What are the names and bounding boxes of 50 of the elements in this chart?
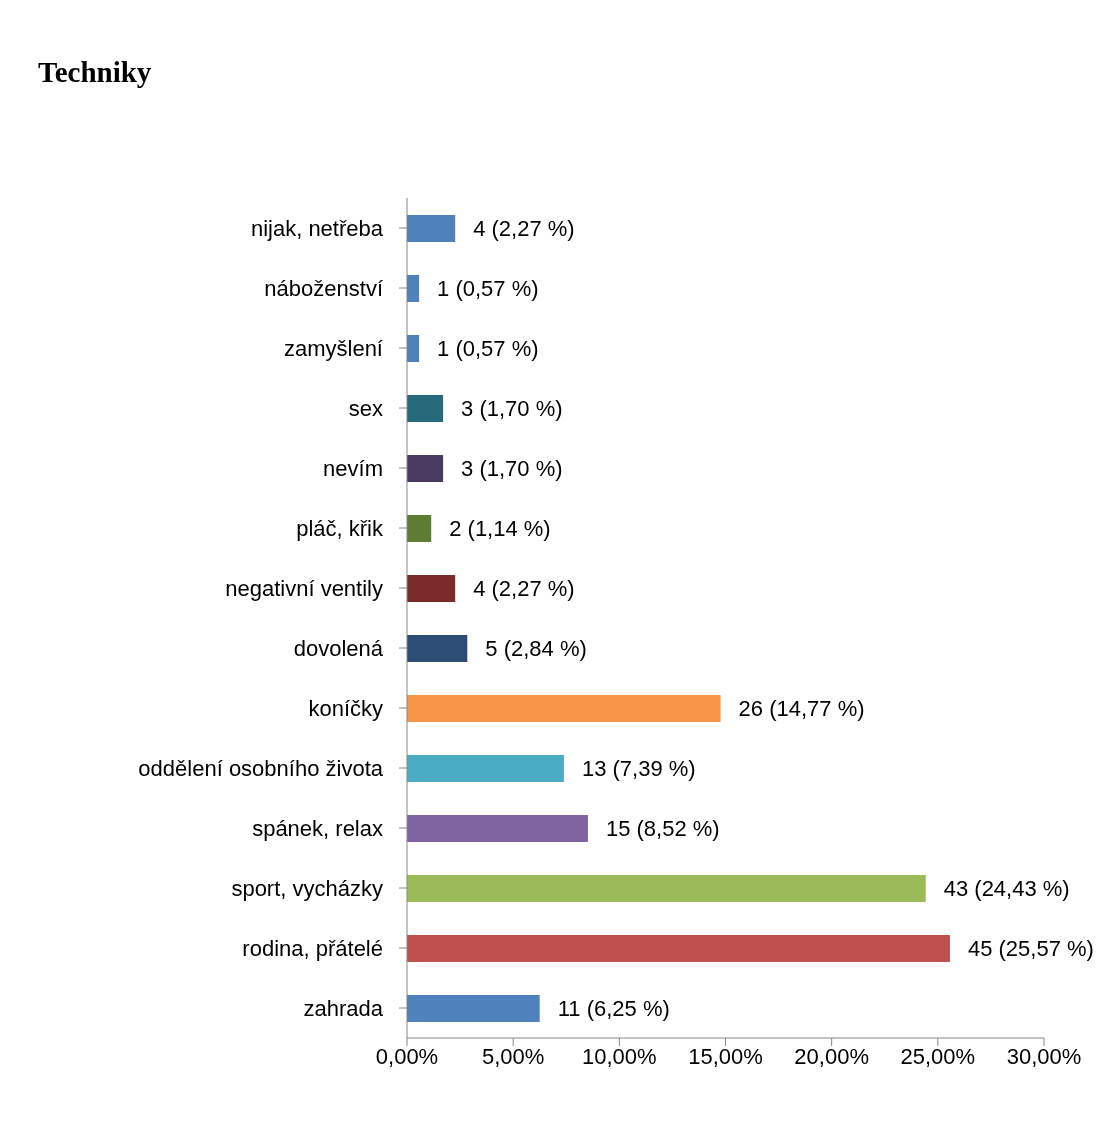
x-tick-label: 0,00% <box>375 1043 439 1069</box>
data-label: 45 (25,57 %) <box>967 936 1094 962</box>
data-label: 3 (1,70 %) <box>461 396 563 422</box>
data-label: 26 (14,77 %) <box>738 696 865 722</box>
bar <box>407 395 444 422</box>
bar <box>407 515 432 542</box>
y-tick-label: negativní ventily <box>225 575 383 601</box>
y-tick-label: oddělení osobního života <box>138 755 384 781</box>
x-tick-label: 20,00% <box>794 1043 869 1069</box>
y-tick-label: nevím <box>323 455 383 481</box>
bar <box>407 995 540 1022</box>
x-tick-label: 15,00% <box>688 1043 763 1069</box>
bar <box>407 935 950 962</box>
y-tick-label: sex <box>348 395 383 421</box>
x-tick-label: 25,00% <box>900 1043 976 1069</box>
data-label: 4 (2,27 %) <box>473 576 575 602</box>
y-tick-label: zamyšlení <box>283 335 383 361</box>
text: Techniky <box>38 56 152 89</box>
bar <box>407 755 564 782</box>
data-label: 1 (0,57 %) <box>437 336 539 362</box>
data-label: 3 (1,70 %) <box>461 456 563 482</box>
bar <box>407 875 926 902</box>
y-tick-label: koníčky <box>308 695 383 721</box>
x-tick-label: 10,00% <box>582 1043 657 1069</box>
data-label: 13 (7,39 %) <box>581 756 696 782</box>
x-tick-label: 30,00% <box>1006 1043 1082 1069</box>
data-label: 2 (1,14 %) <box>449 516 551 542</box>
data-label: 5 (2,84 %) <box>485 636 587 662</box>
bar <box>407 635 468 662</box>
bar <box>407 815 588 842</box>
data-label: 11 (6,25 %) <box>557 996 670 1022</box>
bar <box>407 335 420 362</box>
data-label: 15 (8,52 %) <box>605 816 720 842</box>
data-label: 1 (0,57 %) <box>437 276 539 302</box>
bar <box>407 695 721 722</box>
y-tick-label: nijak, netřeba <box>250 215 384 241</box>
bar <box>407 275 420 302</box>
y-tick-label: dovolená <box>293 635 384 661</box>
bar <box>407 455 444 482</box>
y-tick-label: sport, vycházky <box>231 875 383 901</box>
y-tick-label: rodina, přátelé <box>242 935 383 961</box>
y-tick-label: spánek, relax <box>252 815 383 841</box>
y-tick-label: zahrada <box>303 995 384 1021</box>
y-tick-label: pláč, křik <box>296 515 384 541</box>
data-label: 4 (2,27 %) <box>473 216 575 242</box>
bar <box>407 575 456 602</box>
bar <box>407 215 456 242</box>
x-tick-label: 5,00% <box>481 1043 545 1069</box>
data-label: 43 (24,43 %) <box>943 876 1070 902</box>
y-tick-label: náboženství <box>264 275 383 301</box>
